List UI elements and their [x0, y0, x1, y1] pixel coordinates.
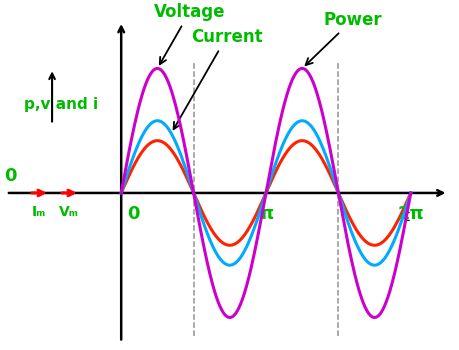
- Text: π: π: [259, 205, 273, 223]
- Text: 0: 0: [127, 205, 139, 223]
- Text: t: t: [404, 209, 410, 224]
- Text: 0: 0: [4, 168, 16, 186]
- Text: 2π: 2π: [397, 205, 424, 223]
- Text: p,v and i: p,v and i: [24, 97, 99, 112]
- Text: Iₘ: Iₘ: [32, 205, 47, 219]
- Text: Power: Power: [306, 10, 382, 65]
- Text: Voltage: Voltage: [154, 3, 225, 64]
- Text: Current: Current: [174, 28, 263, 129]
- Text: Vₘ: Vₘ: [59, 205, 79, 219]
